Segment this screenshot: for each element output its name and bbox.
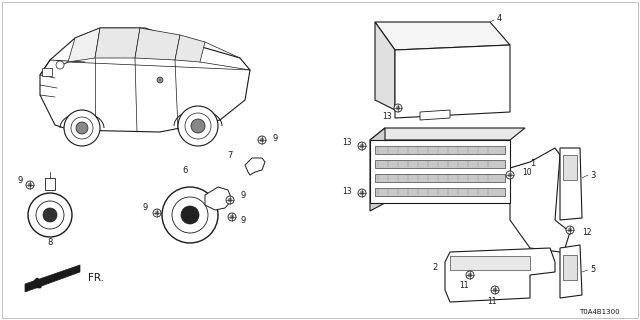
Polygon shape xyxy=(95,28,140,58)
Text: 11: 11 xyxy=(487,298,497,307)
Text: 12: 12 xyxy=(582,228,591,236)
Circle shape xyxy=(28,193,72,237)
Circle shape xyxy=(36,201,64,229)
Circle shape xyxy=(566,226,574,234)
Circle shape xyxy=(226,196,234,204)
Circle shape xyxy=(360,144,364,148)
Text: 9: 9 xyxy=(240,190,245,199)
Polygon shape xyxy=(370,128,385,211)
Circle shape xyxy=(468,273,472,277)
Circle shape xyxy=(153,209,161,217)
Circle shape xyxy=(26,181,34,189)
Circle shape xyxy=(185,113,211,139)
Polygon shape xyxy=(560,148,582,220)
Circle shape xyxy=(56,61,64,69)
Circle shape xyxy=(260,138,264,142)
Polygon shape xyxy=(445,248,555,302)
Circle shape xyxy=(157,77,163,83)
Text: 7: 7 xyxy=(227,150,233,159)
Text: 9: 9 xyxy=(272,133,277,142)
Circle shape xyxy=(43,208,57,222)
Circle shape xyxy=(568,228,572,232)
Circle shape xyxy=(230,215,234,219)
Polygon shape xyxy=(175,35,205,62)
Bar xyxy=(375,160,505,168)
Circle shape xyxy=(228,198,232,202)
Text: 2: 2 xyxy=(433,263,438,273)
Polygon shape xyxy=(395,45,510,118)
Circle shape xyxy=(506,171,514,179)
Bar xyxy=(42,68,52,76)
Circle shape xyxy=(172,197,208,233)
Polygon shape xyxy=(420,110,450,120)
Circle shape xyxy=(358,142,366,150)
Circle shape xyxy=(191,119,205,133)
Circle shape xyxy=(162,187,218,243)
Text: 9: 9 xyxy=(143,203,148,212)
Text: 4: 4 xyxy=(497,13,502,22)
Text: 9: 9 xyxy=(240,215,245,225)
Polygon shape xyxy=(40,28,250,132)
Polygon shape xyxy=(68,28,100,62)
Text: 11: 11 xyxy=(460,281,468,290)
Polygon shape xyxy=(370,128,525,140)
Polygon shape xyxy=(370,140,510,203)
Bar xyxy=(563,155,577,180)
Circle shape xyxy=(360,191,364,195)
Circle shape xyxy=(258,136,266,144)
Text: 13: 13 xyxy=(342,138,352,147)
Bar xyxy=(375,174,505,182)
Polygon shape xyxy=(245,158,265,175)
Polygon shape xyxy=(375,22,510,50)
Bar xyxy=(450,256,530,270)
Polygon shape xyxy=(205,187,232,210)
Polygon shape xyxy=(510,148,570,252)
Text: 13: 13 xyxy=(342,187,352,196)
Polygon shape xyxy=(135,28,180,60)
Text: T0A4B1300: T0A4B1300 xyxy=(579,309,620,315)
Circle shape xyxy=(228,213,236,221)
Text: 3: 3 xyxy=(590,171,595,180)
Circle shape xyxy=(28,183,32,187)
Circle shape xyxy=(491,286,499,294)
Polygon shape xyxy=(560,245,582,298)
Text: FR.: FR. xyxy=(88,273,104,283)
Polygon shape xyxy=(45,178,55,190)
Circle shape xyxy=(181,206,199,224)
Bar xyxy=(375,146,505,154)
Circle shape xyxy=(76,122,88,134)
Circle shape xyxy=(508,173,512,177)
Text: 9: 9 xyxy=(17,175,22,185)
Circle shape xyxy=(394,104,402,112)
Polygon shape xyxy=(375,22,395,110)
Text: 10: 10 xyxy=(522,167,532,177)
Text: 6: 6 xyxy=(182,165,188,174)
Circle shape xyxy=(64,110,100,146)
Circle shape xyxy=(178,106,218,146)
Circle shape xyxy=(396,106,400,110)
Text: 8: 8 xyxy=(47,237,52,246)
Text: 5: 5 xyxy=(590,266,595,275)
Bar xyxy=(563,255,577,280)
Text: 1: 1 xyxy=(530,158,535,167)
Bar xyxy=(375,188,505,196)
Circle shape xyxy=(466,271,474,279)
Circle shape xyxy=(155,211,159,215)
Text: 13: 13 xyxy=(382,111,392,121)
Circle shape xyxy=(493,288,497,292)
Circle shape xyxy=(71,117,93,139)
Polygon shape xyxy=(25,265,80,292)
Circle shape xyxy=(358,189,366,197)
